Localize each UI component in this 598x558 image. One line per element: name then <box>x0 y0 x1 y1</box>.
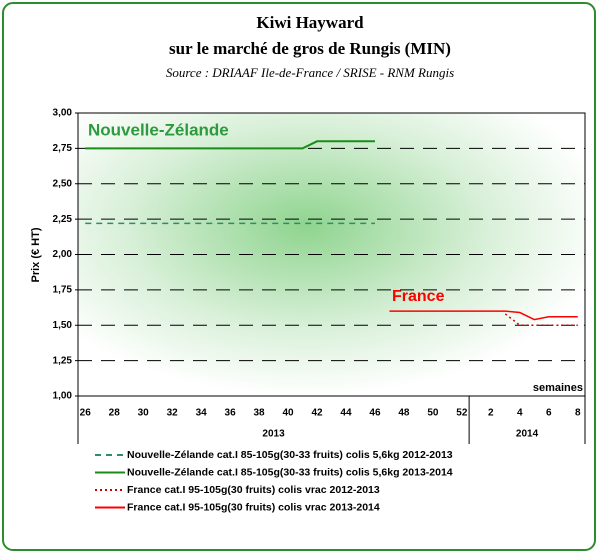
plot-border <box>77 112 586 397</box>
x-tick-label: 30 <box>138 408 150 419</box>
legend-label: France cat.I 95-105g(30 fruits) colis vr… <box>127 484 380 496</box>
x-tick-label: 8 <box>575 408 581 419</box>
chart-title: Kiwi Hayward <box>256 13 364 32</box>
x-tick-label: 44 <box>340 408 352 419</box>
y-axis-label: Prix (€ HT) <box>30 227 42 282</box>
x-tick-label: 2 <box>488 408 494 419</box>
x-tick-label: 50 <box>427 408 439 419</box>
x-tick-label: 4 <box>517 408 523 419</box>
annotation: Nouvelle-Zélande <box>88 120 229 139</box>
x-tick-label: 42 <box>311 408 323 419</box>
x-tick-label: 6 <box>546 408 552 419</box>
y-tick-label: 2,25 <box>53 214 73 225</box>
group-label: 2013 <box>262 429 285 440</box>
y-tick-label: 1,75 <box>53 285 73 296</box>
x-tick-label: 52 <box>456 408 468 419</box>
y-tick-label: 1,00 <box>53 391 73 402</box>
series-line <box>85 140 375 150</box>
y-tick-label: 3,00 <box>53 108 73 119</box>
x-tick-label: 46 <box>369 408 381 419</box>
chart-subtitle: sur le marché de gros de Rungis (MIN) <box>169 39 451 58</box>
legend-label: France cat.I 95-105g(30 fruits) colis vr… <box>127 501 380 513</box>
source: Source : DRIAAF Ile-de-France / SRISE - … <box>166 65 454 80</box>
y-tick-label: 2,75 <box>53 143 73 154</box>
x-tick-label: 28 <box>109 408 121 419</box>
y-tick-label: 2,50 <box>53 178 73 189</box>
x-tick-label: 26 <box>80 408 92 419</box>
x-tick-label: 38 <box>254 408 266 419</box>
group-label: 2014 <box>516 429 539 440</box>
y-tick-label: 1,50 <box>53 320 73 331</box>
series-line <box>504 313 578 326</box>
y-tick-label: 2,00 <box>53 249 73 260</box>
x-tick-label: 48 <box>398 408 410 419</box>
x-tick-label: 40 <box>282 408 294 419</box>
series-line <box>389 310 578 321</box>
y-tick-label: 1,25 <box>53 355 73 366</box>
x-axis-label: semaines <box>533 382 583 394</box>
x-tick-label: 32 <box>167 408 179 419</box>
annotation: France <box>392 288 445 305</box>
x-tick-label: 36 <box>225 408 237 419</box>
legend-label: Nouvelle-Zélande cat.I 85-105g(30-33 fru… <box>127 449 453 461</box>
x-tick-label: 34 <box>196 408 208 419</box>
legend-label: Nouvelle-Zélande cat.I 85-105g(30-33 fru… <box>127 466 453 478</box>
